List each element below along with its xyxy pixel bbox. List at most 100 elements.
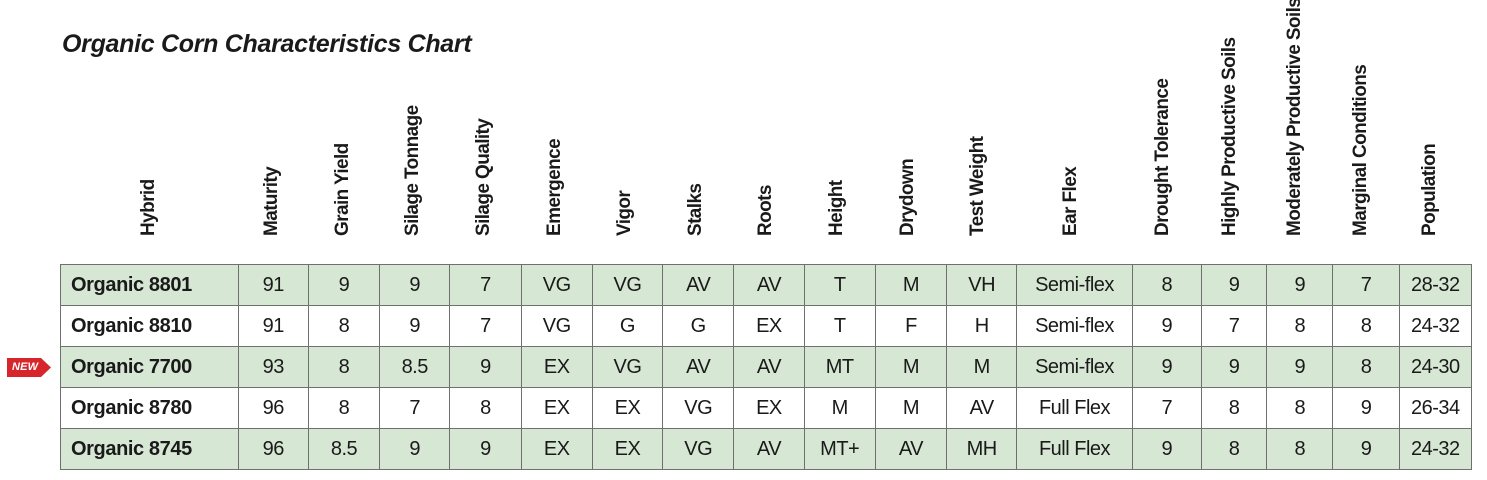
table-cell: 9 <box>1200 346 1268 388</box>
table-cell: 8.5 <box>379 346 451 388</box>
table-cell: Semi-flex <box>1016 305 1133 347</box>
column-header-label: Moderately Productive Soils <box>1284 0 1305 236</box>
table-cell: G <box>662 305 735 347</box>
table-cell: 91 <box>237 305 309 347</box>
table-cell: Full Flex <box>1016 428 1133 470</box>
column-header-label: Vigor <box>614 190 635 236</box>
hybrid-name-cell: Organic 8780 <box>60 387 239 429</box>
table-cell: T <box>803 264 876 306</box>
table-cell: AV <box>733 428 805 470</box>
column-header: Highly Productive Soils <box>1197 6 1262 256</box>
table-cell: 7 <box>1200 305 1268 347</box>
table-cell: EX <box>733 387 805 429</box>
table-row: Organic 8745 96 8.5 9 9 EX EX VG AV MT+ AV MH Full F… <box>60 428 1473 470</box>
table-cell: 24-30 <box>1398 346 1473 388</box>
column-header: Stalks <box>660 6 731 256</box>
table-cell: M <box>946 346 1018 388</box>
table-cell: H <box>946 305 1018 347</box>
column-header-label: Height <box>825 180 847 236</box>
new-badge-arrow <box>7 358 51 377</box>
new-badge-label: NEW <box>12 361 39 373</box>
table-cell: 9 <box>1266 264 1334 306</box>
column-header-label: Emergence <box>543 138 565 236</box>
column-header-label: Marginal Conditions <box>1350 64 1371 236</box>
table-cell: EX <box>520 428 593 470</box>
table-cell: VG <box>520 264 593 306</box>
column-header: Maturity <box>237 6 307 256</box>
table-cell: 7 <box>449 264 522 306</box>
table-cell: EX <box>591 387 664 429</box>
column-header: Roots <box>731 6 801 256</box>
column-header: Moderately Productive Soils <box>1262 0 1328 256</box>
table-cell: Full Flex <box>1016 387 1133 429</box>
table-cell: 24-32 <box>1398 305 1473 347</box>
table-cell: 9 <box>379 264 451 306</box>
table-cell: AV <box>733 264 805 306</box>
table-cell: 96 <box>237 387 309 429</box>
table-cell: 91 <box>237 264 309 306</box>
table-cell: VG <box>591 264 664 306</box>
column-header: Vigor <box>590 6 660 256</box>
table-cell: M <box>874 346 948 388</box>
table-cell: 93 <box>237 346 309 388</box>
table-cell: 9 <box>1332 428 1400 470</box>
table-cell: 9 <box>379 305 451 347</box>
table-cell: 24-32 <box>1398 428 1473 470</box>
table-cell: AV <box>874 428 948 470</box>
table-cell: M <box>874 387 948 429</box>
column-header-label: Roots <box>755 185 776 236</box>
column-header: Grain Yield <box>307 6 378 256</box>
table-cell: 28-32 <box>1398 264 1473 306</box>
new-badge <box>7 358 51 377</box>
table-cell: AV <box>946 387 1018 429</box>
table-cell: 7 <box>1332 264 1400 306</box>
table-cell: 8 <box>1200 387 1268 429</box>
table-cell: MT <box>803 346 876 388</box>
table-row: Organic 8810 91 8 9 7 VG G G EX T F H Semi-flex 9 7 8 8 2… <box>60 305 1473 347</box>
table-cell: G <box>591 305 664 347</box>
table-row: Organic 8801 91 9 9 7 VG VG AV AV T M VH Semi-flex 8 9… <box>60 264 1473 306</box>
column-header-label: Test Weight <box>967 136 988 236</box>
hybrid-name-cell: Organic 8745 <box>60 428 239 470</box>
column-header: Emergence <box>519 6 590 256</box>
hybrid-name-cell: Organic 8810 <box>60 305 239 347</box>
table-cell: 9 <box>1131 346 1202 388</box>
table-row: Organic 7700 93 8 8.5 9 EX VG AV AV MT M M Semi-flex… <box>60 346 1473 388</box>
table-cell: 9 <box>1266 346 1334 388</box>
column-header-label: Population <box>1419 143 1440 236</box>
table-cell: M <box>874 264 948 306</box>
table-cell: EX <box>520 387 593 429</box>
table-cell: EX <box>733 305 805 347</box>
column-header: Test Weight <box>943 6 1013 256</box>
column-header: Marginal Conditions <box>1328 6 1394 256</box>
table-cell: 8 <box>307 346 381 388</box>
column-header: Silage Tonnage <box>378 6 448 256</box>
table-cell: VG <box>662 387 735 429</box>
column-header-label: Highly Productive Soils <box>1218 37 1240 236</box>
table-cell: 9 <box>1131 428 1202 470</box>
table-cell: 7 <box>449 305 522 347</box>
table-cell: 9 <box>1131 305 1202 347</box>
table-cell: 8 <box>1131 264 1202 306</box>
table-cell: 8 <box>1266 428 1334 470</box>
table-cell: 8 <box>449 387 522 429</box>
column-header-label: Stalks <box>684 183 706 236</box>
table-cell: 8 <box>307 305 381 347</box>
table-cell: 8 <box>307 387 381 429</box>
column-header-label: Ear Flex <box>1059 166 1081 236</box>
table-cell: VG <box>662 428 735 470</box>
column-header: Drought Tolerance <box>1128 6 1197 256</box>
table-cell: 8 <box>1332 305 1400 347</box>
column-header-label: Drydown <box>896 158 918 236</box>
column-header: Silage Quality <box>448 6 519 256</box>
table-cell: 96 <box>237 428 309 470</box>
table-cell: 9 <box>379 428 451 470</box>
table-cell: 8 <box>1332 346 1400 388</box>
column-header-label: Hybrid <box>137 179 159 236</box>
table-cell: T <box>803 305 876 347</box>
chart-title: Organic Corn Characteristics Chart <box>62 30 472 58</box>
column-header-label: Drought Tolerance <box>1151 78 1173 236</box>
characteristics-table: Organic 8801 91 9 9 7 VG VG AV AV T M VH Semi-flex 8 9… <box>60 264 1473 470</box>
hybrid-name-cell: Organic 7700 <box>60 346 239 388</box>
table-cell: EX <box>520 346 593 388</box>
